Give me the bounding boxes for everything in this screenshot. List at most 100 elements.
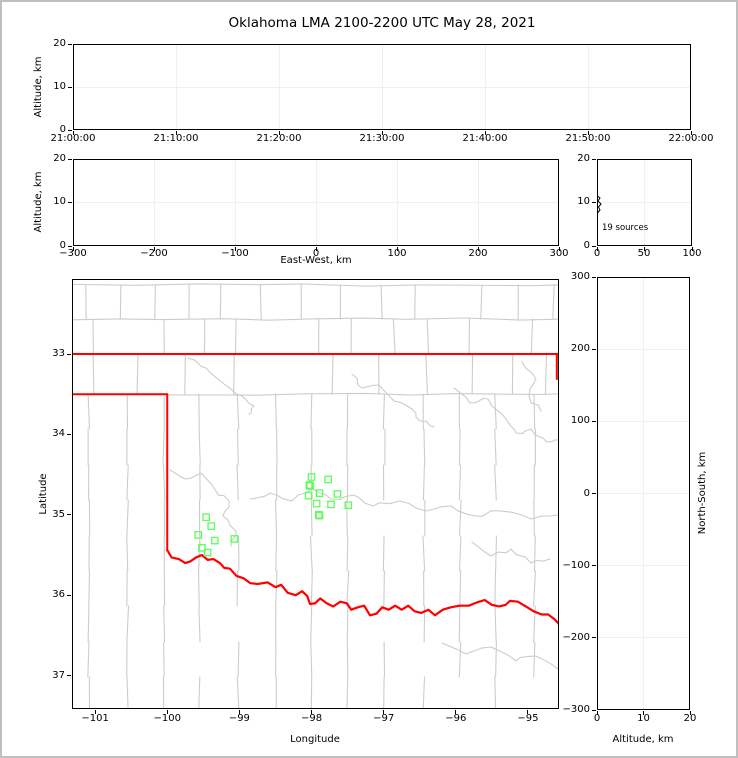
x-tick-label: −100 xyxy=(153,713,181,724)
y-axis-label-ns-panel: North-South, km xyxy=(697,451,708,535)
x-tick-label: 21:10:00 xyxy=(153,133,199,144)
source-marker xyxy=(198,543,206,552)
y-tick-label: 200 xyxy=(570,343,590,355)
source-marker xyxy=(344,501,353,510)
x-axis-label-map: Longitude xyxy=(290,734,340,745)
source-marker xyxy=(315,511,324,520)
x-tick-label: 22:00:00 xyxy=(668,133,714,144)
altitude-histogram-trace xyxy=(597,195,602,214)
x-tick xyxy=(643,247,645,251)
plot-title: Oklahoma LMA 2100-2200 UTC May 28, 2021 xyxy=(228,15,536,31)
y-tick xyxy=(592,348,596,350)
county-lines xyxy=(72,283,559,709)
x-axis-label-ew-panel: East-West, km xyxy=(280,255,352,266)
source-marker xyxy=(333,490,342,498)
y-tick-label: 20 xyxy=(53,38,66,49)
source-marker xyxy=(203,548,212,557)
y-tick-label: −300 xyxy=(562,704,590,715)
y-tick xyxy=(592,493,596,494)
x-tick xyxy=(381,131,383,135)
x-tick xyxy=(455,710,457,714)
x-tick-label: 10 xyxy=(637,713,650,724)
x-tick-label: 21:30:00 xyxy=(359,133,405,144)
y-tick-label: 34 xyxy=(52,428,65,440)
y-tick-label: 33 xyxy=(52,348,65,360)
x-tick xyxy=(691,247,693,251)
x-tick-label: 300 xyxy=(549,248,569,259)
state-border xyxy=(72,353,559,552)
source-marker xyxy=(327,500,335,509)
source-marker xyxy=(202,513,211,522)
gridline xyxy=(598,349,689,350)
y-tick xyxy=(592,637,596,639)
gridline xyxy=(598,637,689,638)
x-tick-label: 21:00:00 xyxy=(50,133,96,144)
x-tick-label: 21:50:00 xyxy=(565,133,611,144)
y-tick xyxy=(592,201,596,203)
source-marker xyxy=(211,536,219,545)
y-tick xyxy=(68,245,72,247)
y-tick xyxy=(67,433,71,435)
x-tick xyxy=(94,710,96,714)
x-tick xyxy=(596,247,598,251)
x-tick xyxy=(315,247,317,251)
histogram-canvas xyxy=(597,195,602,214)
gridline xyxy=(74,202,558,203)
x-tick-label: 21:20:00 xyxy=(256,133,302,144)
x-tick-label: −95 xyxy=(517,713,539,724)
x-tick xyxy=(238,710,240,714)
y-tick-label: −200 xyxy=(562,631,590,643)
y-tick xyxy=(68,129,72,131)
y-tick-label: −100 xyxy=(562,559,590,571)
lightning-sources xyxy=(194,473,353,557)
y-tick xyxy=(592,276,596,278)
gridline xyxy=(598,202,691,203)
x-tick xyxy=(153,247,155,251)
y-tick-label: 10 xyxy=(577,196,590,207)
source-marker xyxy=(312,499,321,508)
gridline xyxy=(74,87,690,88)
y-tick-label: 0 xyxy=(583,487,590,499)
x-tick xyxy=(72,247,74,251)
y-tick xyxy=(67,675,71,677)
source-marker xyxy=(306,482,314,490)
y-tick-label: 36 xyxy=(52,589,65,601)
y-tick xyxy=(67,514,71,516)
y-tick xyxy=(68,43,72,45)
x-tick-label: 100 xyxy=(387,248,407,259)
x-tick xyxy=(175,131,177,135)
y-tick xyxy=(592,158,596,160)
y-tick xyxy=(592,245,596,247)
y-tick xyxy=(592,709,596,711)
source-marker xyxy=(305,481,314,489)
source-marker xyxy=(194,531,203,539)
x-tick xyxy=(477,247,479,251)
map-canvas xyxy=(72,283,559,709)
x-tick xyxy=(278,131,280,135)
y-tick-label: 0 xyxy=(59,240,66,251)
y-tick-label: 0 xyxy=(59,124,66,135)
x-tick xyxy=(690,131,692,135)
x-tick-label: 50 xyxy=(637,248,651,259)
y-tick-label: 0 xyxy=(583,240,590,251)
source-marker xyxy=(324,475,332,484)
x-tick-label: 21:40:00 xyxy=(462,133,508,144)
x-tick-label: 0 xyxy=(593,713,601,724)
source-marker xyxy=(230,535,239,543)
x-tick-label: −96 xyxy=(445,713,467,724)
y-tick xyxy=(67,353,71,355)
x-tick xyxy=(596,711,598,715)
source-marker xyxy=(307,473,316,481)
y-tick-label: 100 xyxy=(570,415,590,427)
gridline xyxy=(598,493,689,494)
x-tick-label: −99 xyxy=(228,713,250,724)
y-tick xyxy=(68,201,72,203)
x-tick-label: −101 xyxy=(81,713,109,724)
source-marker xyxy=(304,491,313,500)
source-marker xyxy=(207,522,216,530)
y-tick-label: 300 xyxy=(570,271,590,282)
y-tick-label: 20 xyxy=(577,153,590,164)
x-tick xyxy=(234,247,236,251)
source-marker xyxy=(315,489,324,497)
